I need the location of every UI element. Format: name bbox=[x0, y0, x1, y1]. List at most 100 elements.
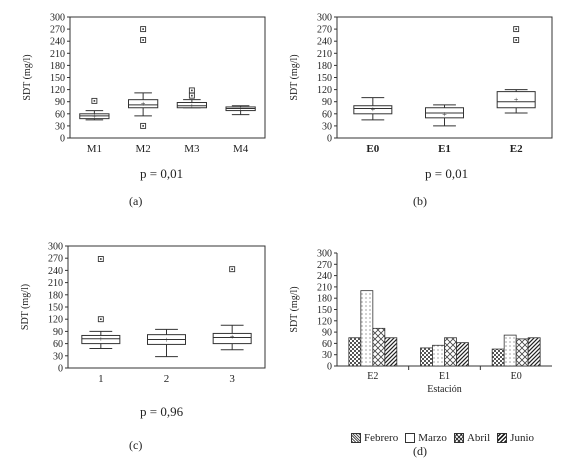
y-tick-label-2: 30 bbox=[53, 351, 63, 362]
y-tick-label-1: 120 bbox=[317, 85, 332, 96]
y-tick-label-0: 30 bbox=[55, 121, 65, 132]
y-tick-label-3: 90 bbox=[322, 328, 332, 339]
y-axis-label-0: SDT (mg/l) bbox=[22, 54, 33, 100]
mean-marker: + bbox=[164, 336, 169, 345]
x-tick-label: M4 bbox=[233, 143, 249, 155]
bar-junio-E1 bbox=[456, 342, 469, 367]
y-tick-label-1: 210 bbox=[317, 49, 332, 60]
p-value-a: p = 0,01 bbox=[140, 166, 184, 181]
y-tick-label-2: 120 bbox=[48, 315, 63, 326]
y-axis-label-3: SDT (mg/l) bbox=[289, 286, 300, 332]
y-tick-label-0: 240 bbox=[50, 37, 65, 48]
plot-frame-2 bbox=[67, 245, 266, 369]
y-tick-label-1: 150 bbox=[317, 73, 332, 84]
y-axis-label-1: SDT (mg/l) bbox=[289, 54, 300, 100]
y-tick-label-0: 150 bbox=[50, 73, 65, 84]
mean-marker: + bbox=[514, 96, 519, 105]
outlier-dot bbox=[515, 28, 517, 30]
bar-junio-E2 bbox=[384, 337, 398, 367]
x-tick-label: M3 bbox=[184, 143, 200, 155]
y-tick-label-0: 60 bbox=[55, 109, 65, 120]
y-tick-label-3: 210 bbox=[317, 282, 332, 293]
mean-marker: + bbox=[141, 100, 146, 109]
y-tick-label-3: 180 bbox=[317, 294, 332, 305]
x-tick-label: 3 bbox=[229, 373, 235, 385]
legend-label-febrero: Febrero bbox=[364, 432, 399, 444]
outlier-dot bbox=[142, 39, 144, 41]
box-E0 bbox=[353, 105, 393, 115]
box-1 bbox=[81, 334, 121, 345]
y-tick-label-2: 60 bbox=[53, 339, 63, 350]
box-M3 bbox=[176, 102, 207, 109]
y-tick-label-0: 120 bbox=[50, 85, 65, 96]
outlier-dot bbox=[191, 94, 193, 97]
x-tick-label: E0 bbox=[366, 143, 379, 155]
mean-marker: + bbox=[99, 335, 104, 344]
legend-swatch-abril bbox=[453, 433, 464, 443]
bar-junio-E0 bbox=[527, 337, 541, 367]
y-tick-label-3: 150 bbox=[317, 305, 332, 316]
y-tick-label-1: 300 bbox=[317, 13, 332, 24]
y-tick-label-0: 210 bbox=[50, 49, 65, 60]
y-tick-label-3: 120 bbox=[317, 316, 332, 327]
y-tick-label-2: 0 bbox=[58, 364, 63, 375]
y-tick-label-2: 300 bbox=[48, 242, 63, 253]
outlier-dot bbox=[231, 268, 233, 270]
y-tick-label-1: 0 bbox=[327, 134, 332, 145]
y-tick-label-0: 0 bbox=[60, 134, 65, 145]
mean-marker: + bbox=[92, 112, 97, 121]
bar-marzo-E2 bbox=[360, 290, 374, 367]
legend: Febrero Marzo Abril Junio bbox=[347, 432, 534, 444]
x-tick-label-3: E1 bbox=[439, 371, 450, 382]
legend-swatch-febrero bbox=[351, 433, 361, 443]
bar-marzo-E0 bbox=[503, 334, 517, 367]
p-value-b: p = 0,01 bbox=[425, 166, 469, 181]
y-tick-label-2: 90 bbox=[53, 327, 63, 338]
x-axis-label-3: Estación bbox=[427, 384, 461, 395]
panel-label-a: (a) bbox=[129, 194, 143, 208]
mean-marker: + bbox=[230, 332, 235, 341]
y-tick-label-0: 270 bbox=[50, 25, 65, 36]
x-tick-label-3: E0 bbox=[511, 371, 522, 382]
bar-abril-E0 bbox=[515, 338, 529, 367]
x-tick-label: M2 bbox=[135, 143, 150, 155]
legend-label-abril: Abril bbox=[466, 432, 491, 444]
y-tick-label-2: 210 bbox=[48, 278, 63, 289]
y-tick-label-3: 240 bbox=[317, 271, 332, 282]
plot-frame-1 bbox=[336, 16, 553, 139]
bar-febrero-E1 bbox=[420, 347, 433, 367]
y-tick-label-1: 270 bbox=[317, 25, 332, 36]
bar-marzo-E1 bbox=[432, 344, 445, 367]
box-E2 bbox=[496, 91, 536, 109]
y-tick-label-3: 300 bbox=[317, 249, 332, 260]
mean-marker: + bbox=[190, 102, 195, 111]
legend-label-marzo: Marzo bbox=[418, 432, 447, 444]
p-value-c: p = 0,96 bbox=[140, 404, 184, 419]
y-axis-label-2: SDT (mg/l) bbox=[20, 284, 31, 330]
outlier-dot bbox=[100, 258, 102, 260]
y-tick-label-1: 240 bbox=[317, 37, 332, 48]
bar-abril-E2 bbox=[372, 327, 386, 367]
y-tick-label-2: 180 bbox=[48, 290, 63, 301]
x-tick-label: M1 bbox=[87, 143, 102, 155]
legend-swatch-junio bbox=[497, 433, 508, 443]
y-tick-label-2: 240 bbox=[48, 266, 63, 277]
y-tick-label-2: 270 bbox=[48, 254, 63, 265]
outlier-dot bbox=[142, 28, 144, 30]
panel-label-d: (d) bbox=[413, 444, 427, 458]
outlier-dot bbox=[515, 39, 517, 41]
x-tick-label: 1 bbox=[98, 373, 104, 385]
plot-frame-0 bbox=[69, 16, 266, 139]
y-tick-label-3: 30 bbox=[322, 350, 332, 361]
y-tick-label-2: 150 bbox=[48, 303, 63, 314]
x-tick-label-3: E2 bbox=[367, 371, 378, 382]
y-tick-label-3: 60 bbox=[322, 339, 332, 350]
mean-marker: + bbox=[442, 110, 447, 119]
mean-marker: + bbox=[238, 105, 243, 114]
bar-febrero-E0 bbox=[491, 348, 505, 367]
box-M2 bbox=[128, 99, 159, 109]
y-tick-label-1: 90 bbox=[322, 97, 332, 108]
outlier-dot bbox=[142, 125, 144, 127]
outlier-dot bbox=[93, 100, 96, 102]
bar-febrero-E2 bbox=[348, 337, 362, 367]
